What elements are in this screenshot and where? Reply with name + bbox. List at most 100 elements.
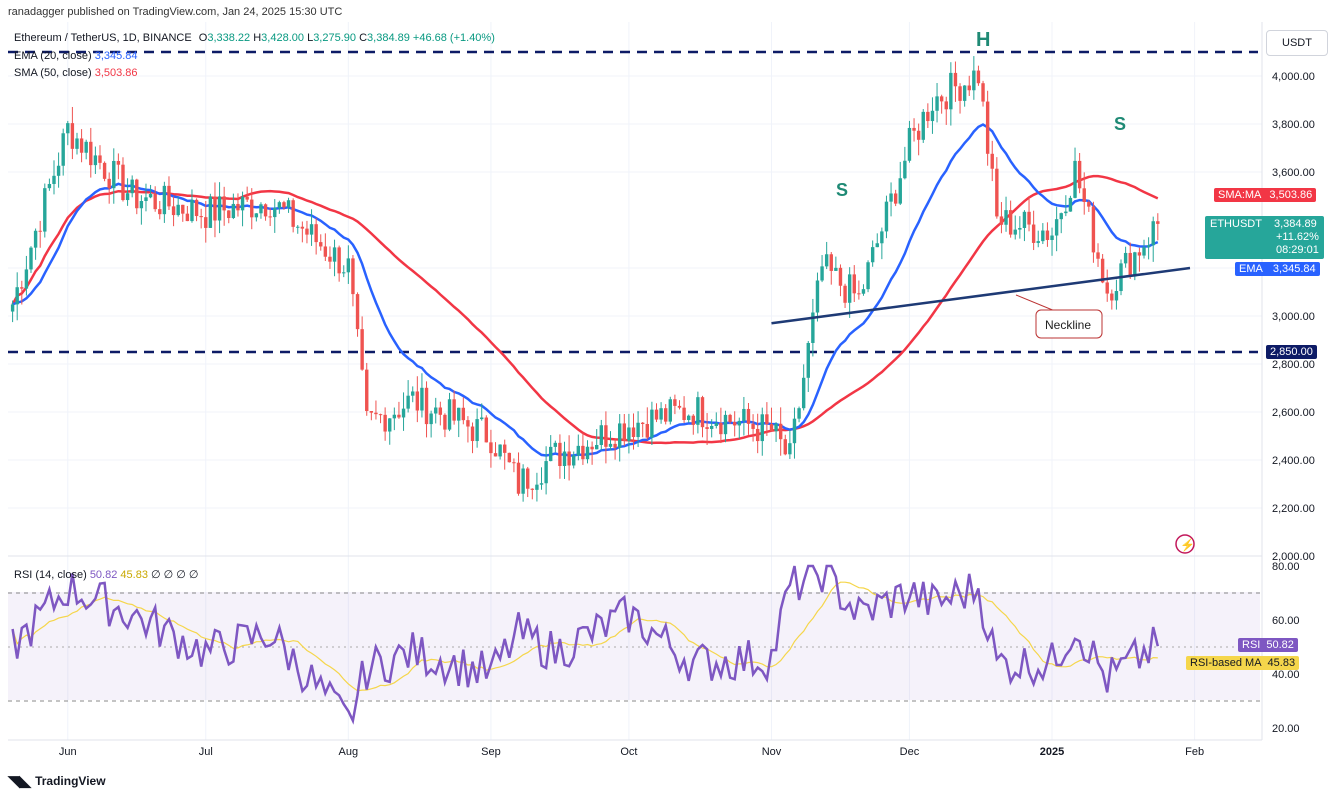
ema-legend[interactable]: EMA (20, close) 3,345.84 bbox=[14, 50, 138, 62]
candle-body bbox=[153, 194, 157, 210]
candle-body bbox=[443, 414, 447, 430]
candle-body bbox=[723, 414, 728, 435]
candle-body bbox=[567, 451, 571, 466]
candle-body bbox=[553, 442, 558, 447]
candle-body bbox=[1022, 211, 1027, 228]
candle-body bbox=[273, 207, 277, 218]
candle-body bbox=[240, 196, 245, 211]
candle-body bbox=[737, 420, 741, 426]
candle-body bbox=[824, 254, 829, 267]
candle-body bbox=[1077, 160, 1082, 189]
time-tick-label: Dec bbox=[900, 746, 920, 758]
candle-body bbox=[158, 209, 162, 215]
rsi-ma-tag: RSI-based MA 45.83 bbox=[1186, 656, 1300, 670]
price-tick-label: 2,400.00 bbox=[1272, 455, 1315, 467]
candle-body bbox=[663, 408, 668, 422]
candle-body bbox=[484, 417, 489, 443]
ema-price-tag: EMA 3,345.84 bbox=[1235, 262, 1320, 276]
candle-body bbox=[916, 130, 921, 140]
candle-body bbox=[84, 141, 88, 153]
candle-body bbox=[1045, 230, 1050, 240]
rsi-line bbox=[11, 564, 1160, 725]
candle-body bbox=[314, 224, 318, 243]
candle-body bbox=[516, 462, 521, 494]
candle-body bbox=[521, 468, 525, 494]
time-tick-label: Jul bbox=[199, 746, 213, 758]
candle-body bbox=[112, 160, 116, 189]
symbol-name: Ethereum / TetherUS, 1D, BINANCE bbox=[14, 32, 192, 44]
candle-body bbox=[640, 422, 645, 424]
candle-body bbox=[167, 185, 171, 207]
candle-body bbox=[401, 408, 406, 418]
candle-body bbox=[604, 425, 608, 447]
rsi-tag: RSI 50.82 bbox=[1238, 638, 1298, 652]
candle-body bbox=[907, 127, 912, 161]
candle-body bbox=[903, 160, 907, 179]
price-tick-label: 3,600.00 bbox=[1272, 167, 1315, 179]
candle-body bbox=[227, 210, 231, 219]
price-axis: 4,000.003,800.003,600.003,200.003,000.00… bbox=[1272, 71, 1315, 563]
candle-body bbox=[319, 242, 323, 247]
rsi-legend[interactable]: RSI (14, close) 50.82 45.83 ∅ ∅ ∅ ∅ bbox=[14, 569, 199, 581]
currency-button[interactable]: USDT bbox=[1266, 30, 1328, 56]
tradingview-logo[interactable]: ◥◣ TradingView bbox=[8, 773, 106, 790]
candle-body bbox=[139, 201, 144, 209]
candle-body bbox=[884, 201, 889, 232]
candle-body bbox=[305, 228, 309, 235]
candle-body bbox=[342, 272, 346, 274]
rsi-tick-label: 60.00 bbox=[1272, 615, 1300, 627]
candle-body bbox=[852, 274, 856, 294]
candle-body bbox=[420, 387, 424, 411]
candle-body bbox=[1059, 213, 1063, 220]
candle-body bbox=[300, 226, 305, 229]
candle-body bbox=[893, 193, 898, 204]
candle-body bbox=[429, 413, 433, 425]
time-tick-label: Sep bbox=[481, 746, 501, 758]
candle-body bbox=[512, 462, 516, 464]
time-axis: Jun Jul Aug Sep Oct Nov Dec 2025 Feb bbox=[59, 746, 1204, 758]
candle-body bbox=[507, 452, 512, 463]
candle-body bbox=[622, 423, 626, 441]
candle-body bbox=[231, 203, 236, 219]
candle-body bbox=[1073, 160, 1077, 198]
candle-body bbox=[1100, 258, 1105, 283]
candle-body bbox=[709, 425, 714, 429]
candle-body bbox=[102, 162, 107, 179]
candle-body bbox=[38, 230, 42, 232]
candle-body bbox=[618, 423, 622, 448]
candle-body bbox=[581, 445, 585, 460]
candle-body bbox=[1004, 210, 1008, 225]
candle-body bbox=[958, 86, 962, 101]
neckline-line bbox=[771, 266, 1191, 325]
candle-body bbox=[286, 200, 291, 208]
candle-body bbox=[144, 197, 148, 202]
candle-body bbox=[148, 194, 153, 198]
candle-body bbox=[493, 453, 498, 457]
candle-body bbox=[171, 206, 176, 216]
candle-body bbox=[1137, 252, 1142, 256]
candle-body bbox=[503, 444, 507, 453]
candle-body bbox=[250, 199, 254, 218]
candle-body bbox=[898, 178, 902, 204]
candle-body bbox=[98, 155, 102, 163]
candle-body bbox=[870, 247, 875, 263]
sma-legend[interactable]: SMA (50, close) 3,503.86 bbox=[14, 67, 138, 79]
right-shoulder-label: S bbox=[1114, 114, 1126, 134]
candle-body bbox=[774, 423, 778, 432]
lightning-icon bbox=[1175, 534, 1195, 554]
candle-body bbox=[204, 217, 208, 228]
candle-body bbox=[783, 439, 787, 455]
candle-body bbox=[806, 342, 810, 378]
price-tick-label: 3,000.00 bbox=[1272, 311, 1315, 323]
candle-body bbox=[1041, 230, 1045, 242]
candle-body bbox=[236, 203, 240, 211]
candle-body bbox=[447, 399, 452, 430]
last-price-tag: ETHUSDT 3,384.89 +11.62% 08:29:01 bbox=[1205, 216, 1324, 259]
candle-body bbox=[686, 415, 691, 421]
candle-body bbox=[976, 70, 981, 84]
candle-body bbox=[498, 444, 502, 457]
candle-body bbox=[480, 417, 484, 420]
price-tick-label: 3,800.00 bbox=[1272, 119, 1315, 131]
candle-body bbox=[967, 85, 971, 91]
candle-body bbox=[296, 226, 300, 228]
